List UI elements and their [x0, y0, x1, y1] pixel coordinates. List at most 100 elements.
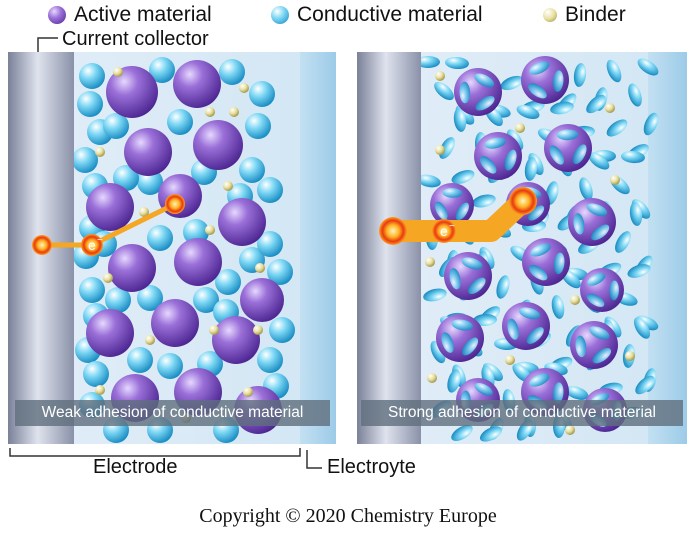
conductive-particle: [127, 347, 153, 373]
binder-particle: [610, 175, 620, 185]
conductive-flake: [479, 426, 503, 442]
legend-label: Conductive material: [297, 3, 483, 26]
conductive-particle: [257, 231, 283, 257]
conductive-flake: [445, 56, 469, 70]
current-collector-label: Current collector: [62, 28, 209, 50]
electron-charge: −: [97, 235, 103, 246]
binder-particle: [205, 225, 215, 235]
binder-particle: [95, 147, 105, 157]
path-node: [165, 194, 185, 214]
conductive-flake: [434, 81, 454, 101]
conductive-particle: [245, 113, 271, 139]
conductive-flake: [621, 150, 645, 164]
conductive-coating: [449, 268, 461, 290]
conductive-coating: [592, 348, 612, 364]
binder-particle: [95, 385, 105, 395]
binder-particle: [239, 83, 249, 93]
conductive-particle: [157, 353, 183, 379]
active-particle: [174, 238, 222, 286]
left-particles: [72, 57, 295, 443]
binder-particle: [605, 103, 615, 113]
conductive-flake: [643, 112, 659, 136]
conductive-particle: [267, 259, 293, 285]
conductive-coating: [461, 257, 483, 270]
conductive-coating: [586, 203, 608, 217]
conductive-particle: [77, 91, 103, 117]
conductive-flake: [496, 275, 510, 299]
electrolyte-label: Electroyte: [327, 456, 416, 478]
conductive-coating: [529, 373, 550, 387]
conductive-coating: [553, 252, 565, 275]
conductive-particle: [219, 59, 245, 85]
conductive-coating: [572, 144, 587, 165]
binder-particle: [570, 295, 580, 305]
electrode-bracket: [9, 448, 301, 457]
binder-particle: [515, 123, 525, 133]
conductive-flake: [606, 59, 622, 83]
binder-particle: [229, 107, 239, 117]
conductive-flake: [516, 105, 540, 119]
binder-particle: [243, 387, 253, 397]
conductive-coating: [526, 327, 544, 344]
conductive-coating: [609, 280, 619, 301]
conductive-particle: [149, 57, 175, 83]
conductive-coating: [455, 202, 469, 221]
conductive-flake: [551, 295, 565, 319]
conductive-particle: [79, 277, 105, 303]
conductive-particle: [257, 347, 283, 373]
conductive-particle: [113, 165, 139, 191]
conductive-coating: [549, 145, 565, 165]
conductive-particle: [215, 269, 241, 295]
binder-particle: [427, 373, 437, 383]
active-particle: [151, 299, 199, 347]
binder-particle: [205, 107, 215, 117]
conductive-particle: [269, 317, 295, 343]
conductive-particle: [147, 225, 173, 251]
legend-label: Active material: [74, 3, 212, 26]
binder-particle: [505, 355, 515, 365]
electron-symbol: e: [440, 223, 448, 239]
active-particle: [86, 309, 134, 357]
conductive-flake: [635, 375, 655, 395]
conductive-flake: [573, 63, 587, 87]
conductive-coating: [484, 137, 506, 149]
electron-symbol: e: [88, 237, 96, 253]
conductive-coating: [474, 73, 495, 88]
path-node: [379, 217, 407, 245]
small-yellow-sphere-icon: [543, 8, 557, 22]
conductive-particle: [72, 147, 98, 173]
conductive-coating: [459, 81, 471, 104]
active-particle: [240, 278, 284, 322]
conduction-path: [382, 190, 534, 242]
conductive-flake: [627, 264, 651, 278]
binder-particle: [139, 207, 149, 217]
conductive-flake: [416, 56, 440, 68]
conductive-coating: [529, 61, 550, 75]
conductive-coating: [530, 243, 551, 257]
conductive-flake: [628, 83, 642, 107]
electron-path-right: e −: [379, 187, 537, 245]
electron-charge: −: [449, 221, 455, 232]
path-node: [509, 187, 537, 215]
binder-particle: [255, 263, 265, 273]
binder-particle: [425, 257, 435, 267]
conductive-particle: [79, 63, 105, 89]
active-particle: [212, 316, 260, 364]
conductive-flake: [633, 317, 651, 339]
conductive-flake: [579, 177, 593, 201]
conductive-coating: [556, 129, 579, 141]
copyright-notice: Copyright © 2020 Chemistry Europe: [199, 505, 497, 527]
conductive-coating: [507, 318, 519, 340]
conductive-flake: [565, 386, 589, 400]
active-particle: [173, 60, 221, 108]
conductive-flake: [588, 152, 610, 170]
cyan-sphere-icon: [271, 6, 289, 24]
electron-node: [432, 219, 456, 243]
legend: Active material Conductive material Bind…: [0, 0, 696, 30]
purple-sphere-icon: [48, 6, 66, 24]
active-particle: [124, 128, 172, 176]
active-particle: [108, 244, 156, 292]
conductive-coating: [528, 265, 548, 281]
binder-particle: [209, 325, 219, 335]
binder-particle: [223, 181, 233, 191]
